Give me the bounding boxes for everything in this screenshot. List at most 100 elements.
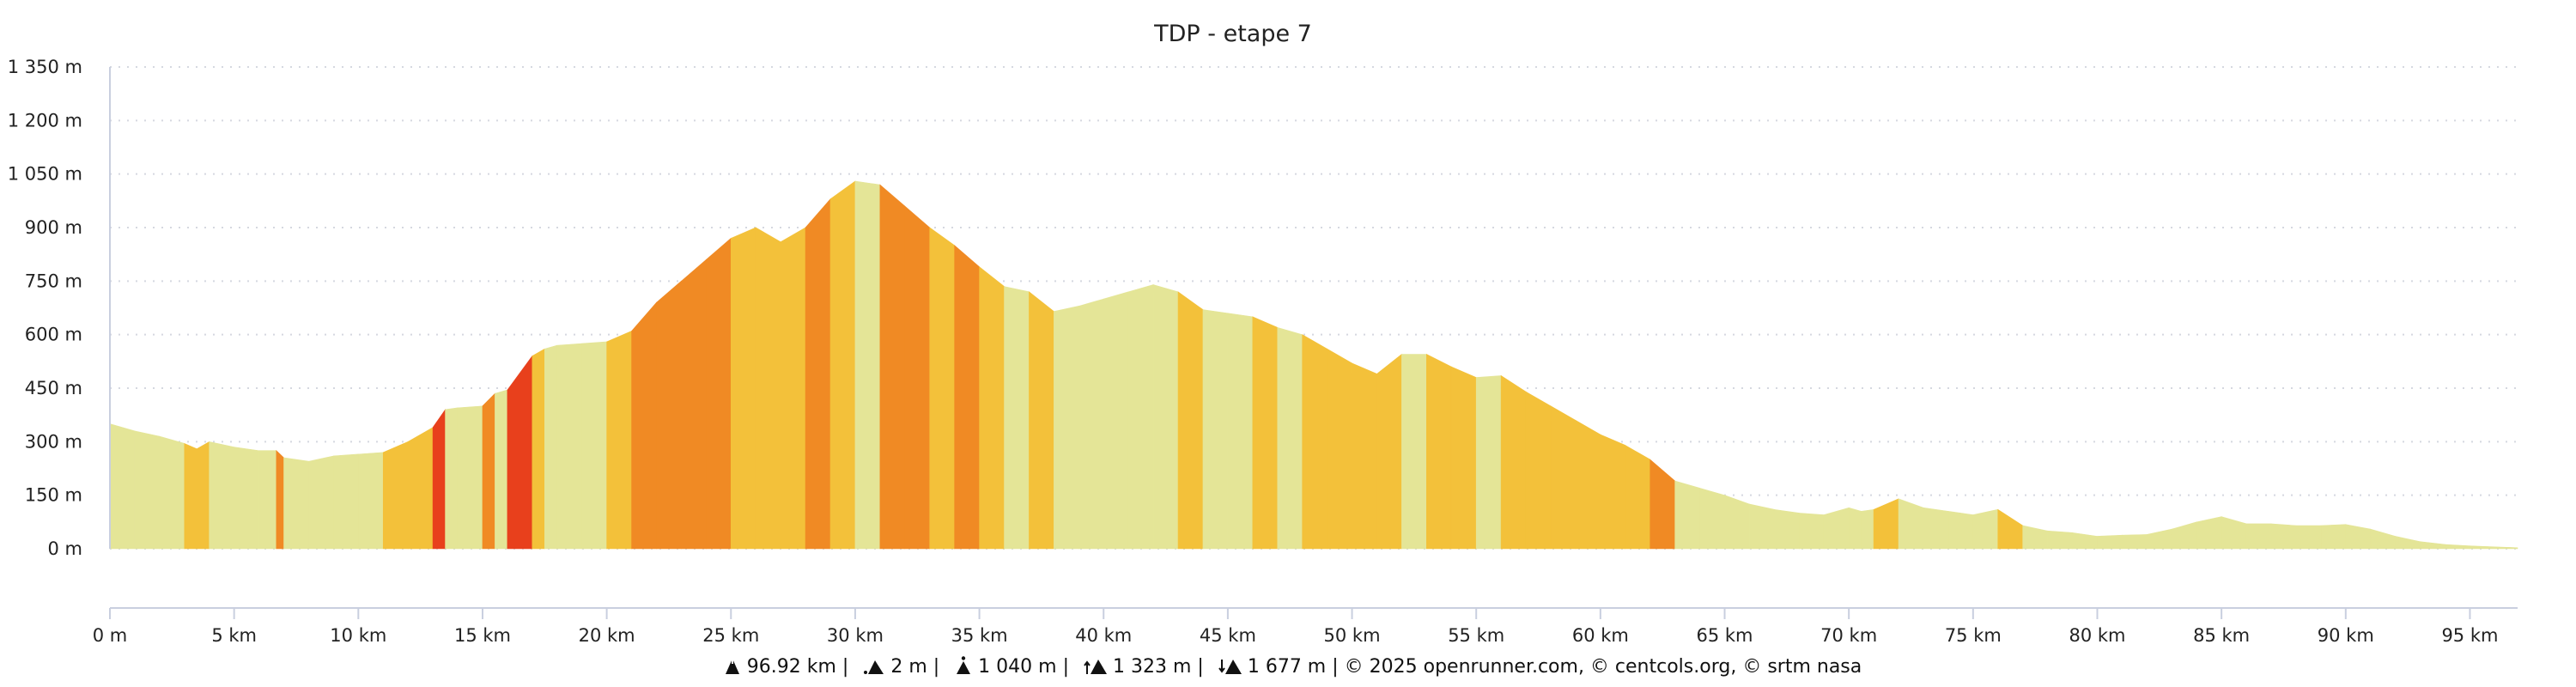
profile-segment (2147, 528, 2172, 550)
profile-segment (1625, 444, 1651, 550)
profile-segment (407, 427, 434, 550)
separator: | (1332, 656, 1339, 678)
profile-segment (1004, 286, 1030, 550)
x-tick-label: 45 km (1200, 625, 1256, 646)
y-tick-label: 900 m (25, 217, 82, 238)
profile-segment (1227, 313, 1254, 550)
y-tick-label: 1 050 m (8, 164, 82, 185)
profile-segment (581, 341, 607, 550)
profile-segment (2470, 545, 2518, 550)
x-tick-label: 5 km (211, 625, 257, 646)
profile-segment (184, 442, 197, 550)
profile-segment (1277, 326, 1303, 550)
x-tick-label: 40 km (1075, 625, 1132, 646)
profile-segment (2022, 525, 2048, 550)
profile-segment (1127, 284, 1154, 550)
min-elevation-value: 2 m (890, 656, 927, 678)
profile-segment (706, 237, 732, 550)
y-tick-label: 750 m (25, 271, 82, 291)
profile-segment (134, 430, 161, 550)
profile-segment (2420, 541, 2445, 550)
profile-segment (1575, 419, 1601, 550)
max-elevation-value: 1 040 m (978, 656, 1057, 678)
x-tick-label: 85 km (2193, 625, 2250, 646)
x-tick-label: 0 m (93, 625, 128, 646)
profile-segment (1724, 495, 1750, 550)
separator: | (933, 656, 940, 678)
descent-icon (1218, 658, 1242, 680)
y-tick-label: 450 m (25, 378, 82, 398)
x-tick-label: 75 km (1945, 625, 2002, 646)
profile-segment (333, 453, 359, 550)
x-tick-label: 10 km (330, 625, 386, 646)
y-tick-label: 0 m (48, 538, 83, 559)
profile-segment (2047, 530, 2073, 550)
profile-segment (358, 452, 384, 550)
profile-segment (2097, 534, 2123, 550)
profile-segment (507, 355, 533, 550)
min-elevation-icon (863, 658, 885, 680)
profile-segment (1649, 459, 1675, 550)
profile-segment (1029, 291, 1054, 550)
profile-segment (979, 266, 1005, 550)
max-elevation-icon (954, 656, 973, 680)
ascent-value: 1 323 m (1113, 656, 1192, 678)
profile-segment (1475, 375, 1502, 550)
y-tick-label: 150 m (25, 485, 82, 506)
profile-segment (854, 180, 881, 550)
profile-segment (1252, 316, 1279, 550)
profile-segment (1674, 480, 1700, 550)
profile-segment (209, 441, 234, 550)
profile-segment (2295, 525, 2322, 550)
profile-segment (495, 389, 508, 550)
profile-segment (1898, 498, 1924, 550)
elevation-profile (109, 180, 2518, 550)
x-tick-label: 50 km (1324, 625, 1381, 646)
profile-segment (1426, 354, 1452, 550)
profile-segment (109, 423, 136, 550)
profile-segment (1054, 306, 1079, 550)
profile-segment (2370, 528, 2396, 550)
y-tick-label: 600 m (25, 325, 82, 345)
y-tick-label: 300 m (25, 431, 82, 452)
credits: © 2025 openrunner.com, © centcols.org, ©… (1344, 656, 1862, 678)
profile-segment (1997, 508, 2023, 550)
y-tick-label: 1 350 m (8, 57, 82, 77)
profile-segment (532, 348, 545, 550)
separator: | (1062, 656, 1069, 678)
distance-value: 96.92 km (746, 656, 836, 678)
y-axis: 0 m 150 m 300 m 450 m 600 m 750 m 900 m 1 050 m… (8, 57, 111, 559)
x-tick-label: 20 km (579, 625, 635, 646)
profile-segment (1401, 354, 1427, 550)
profile-segment (904, 205, 931, 550)
profile-segment (457, 405, 483, 550)
profile-segment (556, 343, 582, 550)
profile-segment (432, 408, 446, 550)
descent-value: 1 677 m (1247, 656, 1327, 678)
profile-segment (2171, 521, 2197, 550)
separator: | (1197, 656, 1204, 678)
profile-segment (805, 198, 831, 550)
profile-segment (1327, 348, 1352, 550)
x-tick-label: 90 km (2318, 625, 2374, 646)
profile-segment (681, 258, 707, 550)
profile-segment (1078, 298, 1104, 550)
profile-segment (1848, 507, 1862, 550)
x-tick-label: 80 km (2069, 625, 2125, 646)
profile-segment (2122, 534, 2148, 550)
profile-segment (929, 227, 955, 550)
profile-segment (631, 301, 657, 550)
profile-segment (1525, 391, 1552, 550)
profile-segment (1202, 309, 1229, 550)
profile-segment (445, 407, 459, 550)
profile-segment (276, 450, 284, 550)
x-tick-label: 65 km (1697, 625, 1753, 646)
profile-segment (1450, 366, 1477, 550)
ascent-icon (1084, 658, 1108, 680)
x-tick-label: 55 km (1448, 625, 1504, 646)
profile-segment (1376, 353, 1402, 550)
profile-segment (1302, 334, 1327, 550)
profile-segment (755, 227, 781, 550)
profile-segment (1823, 507, 1850, 550)
profile-segment (730, 227, 756, 550)
